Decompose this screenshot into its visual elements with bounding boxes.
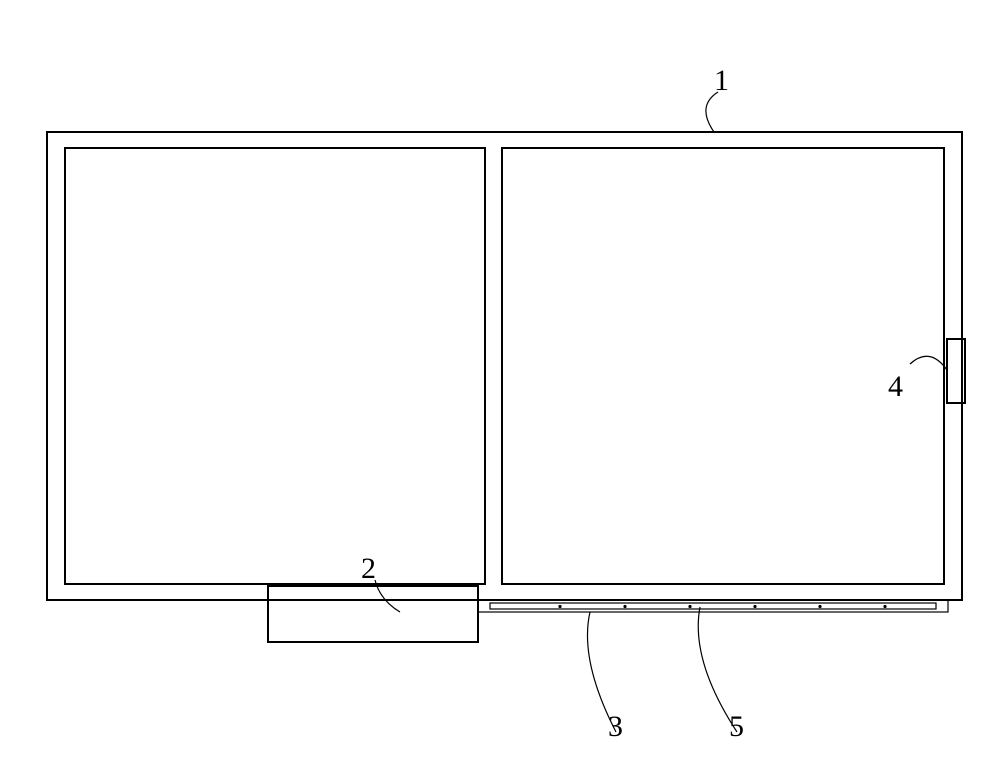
outer-frame (47, 132, 962, 600)
label-4: 4 (888, 370, 903, 404)
label-5: 5 (729, 710, 744, 744)
rail-inner (490, 603, 936, 609)
rail-dot (623, 605, 626, 608)
rail-dot (688, 605, 691, 608)
rail-dot (883, 605, 886, 608)
label-1: 1 (714, 64, 729, 98)
label-3: 3 (608, 710, 623, 744)
left-panel (65, 148, 485, 584)
motor-box (268, 586, 478, 642)
rail-dot (558, 605, 561, 608)
right-panel (502, 148, 944, 584)
leader-1 (706, 92, 718, 132)
label-2: 2 (361, 552, 376, 586)
leader-4 (910, 356, 947, 370)
rail-dot (753, 605, 756, 608)
drawing-svg (0, 0, 1000, 768)
rail-outer (478, 600, 948, 612)
rail-dot (818, 605, 821, 608)
